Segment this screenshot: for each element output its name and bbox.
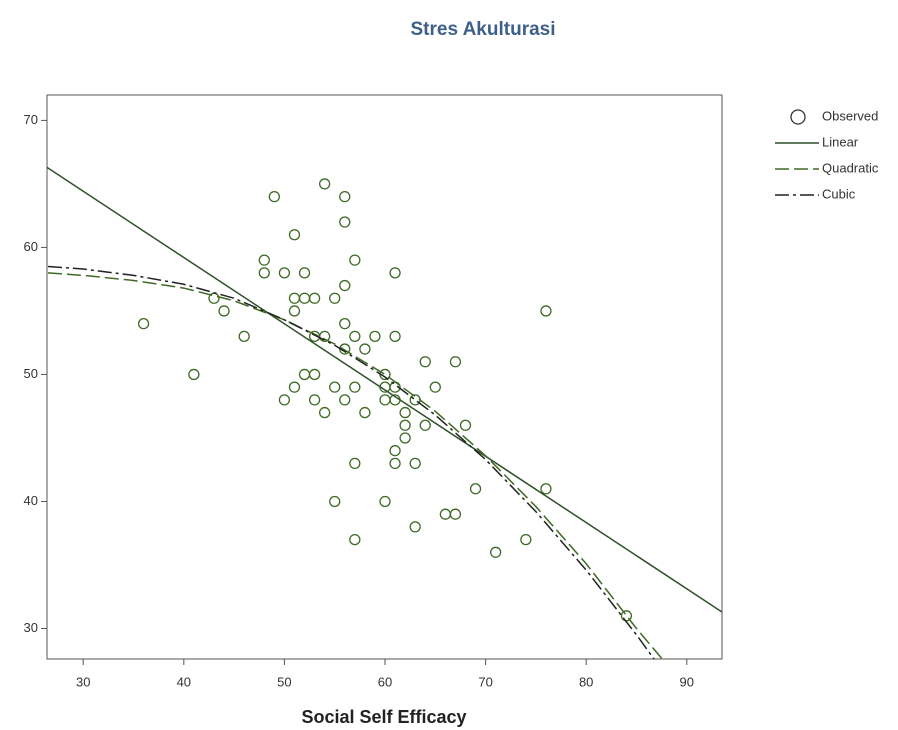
point (318, 330, 331, 343)
point (399, 419, 411, 431)
point (399, 406, 411, 419)
point (278, 267, 291, 279)
point (258, 267, 270, 279)
point (238, 330, 250, 343)
point (339, 317, 351, 330)
point (349, 254, 361, 266)
point (359, 406, 371, 419)
point (288, 229, 301, 241)
point (329, 495, 341, 508)
plot-frame (46, 94, 723, 660)
legend-label: Cubic (822, 186, 856, 201)
point (288, 305, 301, 317)
point (540, 305, 552, 317)
point (399, 432, 411, 444)
point (490, 546, 502, 558)
point (339, 279, 351, 292)
point (439, 508, 452, 520)
point (469, 483, 482, 495)
point (298, 267, 311, 279)
point (288, 381, 301, 393)
point (349, 533, 361, 546)
point (268, 190, 280, 203)
legend-label: Quadratic (822, 160, 879, 175)
point (379, 495, 391, 508)
point (359, 343, 371, 355)
point (188, 368, 200, 381)
point (449, 508, 462, 520)
point (137, 317, 150, 330)
point (409, 521, 421, 533)
point (389, 330, 401, 343)
point (258, 254, 270, 266)
x-tick-label: 30 (76, 674, 90, 689)
point (389, 457, 401, 470)
legend-label: Observed (822, 108, 878, 123)
x-tick-label: 90 (680, 674, 694, 689)
point (389, 445, 401, 457)
y-tick-label: 60 (24, 239, 38, 254)
plot-area (47, 166, 722, 659)
point (419, 356, 431, 368)
point (379, 394, 391, 406)
point (308, 368, 321, 381)
x-tick-label: 40 (177, 674, 191, 689)
point (329, 292, 341, 304)
point (449, 356, 462, 368)
fit-line (47, 272, 664, 659)
point (329, 381, 341, 393)
point (308, 394, 321, 406)
point (339, 216, 351, 228)
point (349, 330, 361, 343)
legend-marker (790, 109, 806, 125)
fit-line (47, 166, 722, 613)
point (419, 419, 431, 431)
point (288, 292, 301, 304)
point (318, 178, 331, 190)
point (278, 394, 291, 406)
point (218, 305, 230, 317)
x-tick-label: 80 (579, 674, 593, 689)
y-tick-label: 70 (24, 112, 38, 127)
point (308, 292, 321, 304)
y-tick-label: 30 (24, 620, 38, 635)
point (349, 457, 361, 470)
x-tick-label: 60 (378, 674, 392, 689)
point (459, 419, 472, 431)
point (298, 368, 311, 381)
point (339, 190, 351, 203)
fit-line (47, 265, 655, 659)
point (409, 457, 421, 470)
point (520, 533, 532, 546)
point (318, 406, 331, 419)
point (339, 394, 351, 406)
y-tick-label: 50 (24, 366, 38, 381)
x-axis-label: Social Self Efficacy (301, 707, 466, 727)
y-tick-label: 40 (24, 493, 38, 508)
point (540, 483, 552, 495)
legend-label: Linear (822, 134, 859, 149)
point (298, 292, 311, 304)
point (369, 330, 381, 343)
x-tick-label: 70 (478, 674, 492, 689)
chart-title: Stres Akulturasi (410, 19, 555, 40)
x-tick-label: 50 (277, 674, 291, 689)
point (389, 267, 401, 279)
point (429, 381, 441, 393)
point (349, 381, 361, 393)
